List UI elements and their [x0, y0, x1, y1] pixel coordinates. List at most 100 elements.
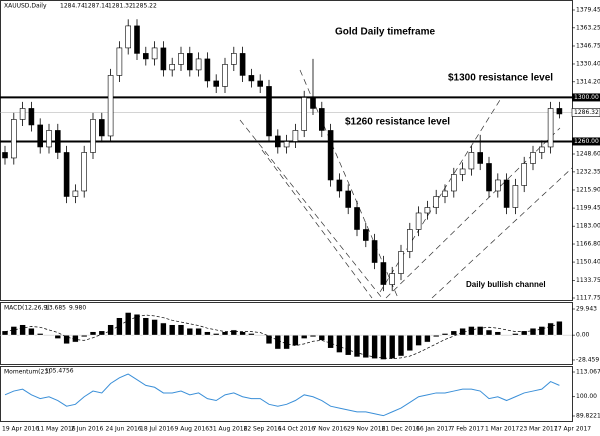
candle-body: [54, 130, 61, 153]
candle-body: [125, 25, 131, 49]
momentum-title: Momentum(23): [4, 369, 51, 376]
x-tick-label: 19 Apr 2016: [2, 426, 39, 433]
x-tick-label: 22 Sep 2016: [244, 426, 282, 433]
x-tick-label: 31 Aug 2016: [209, 426, 248, 433]
macd-bar: [230, 329, 238, 336]
y-tick-label: 29.943: [576, 306, 597, 313]
y-tick-label: -28.459: [576, 357, 599, 364]
candle-body: [327, 130, 334, 181]
macd-bar: [529, 327, 537, 336]
candle-body: [231, 53, 237, 65]
candle-body: [530, 152, 536, 164]
annotation: Gold Daily timeframe: [335, 27, 435, 38]
candle-body: [204, 58, 211, 82]
candle-body: [143, 53, 149, 60]
candle-body: [151, 47, 158, 60]
macd-bar: [371, 334, 378, 360]
y-tick-label: 1314.20: [576, 78, 600, 85]
macd-bar: [556, 320, 563, 336]
macd-bar: [494, 331, 502, 336]
header-value: 1285.22: [132, 3, 157, 10]
macd-bar: [186, 327, 194, 336]
candle-body: [450, 174, 457, 192]
candle-body: [371, 240, 378, 263]
candle-body: [2, 152, 8, 159]
macd-bar: [142, 317, 150, 336]
macd-bar: [63, 334, 70, 345]
macd-bar: [98, 330, 106, 336]
candle-body: [72, 190, 79, 197]
x-tick-label: 7 Nov 2016: [313, 426, 348, 433]
x-tick-label: 17 Apr 2017: [554, 426, 591, 433]
candle-body: [169, 64, 175, 71]
candle-body: [222, 64, 228, 87]
macd-bar: [292, 334, 299, 346]
price-label: 1286.32: [574, 109, 599, 116]
main-panel: [0, 0, 573, 301]
macd-bar: [485, 329, 493, 336]
y-tick-label: 1363.25: [576, 24, 600, 31]
candle-body: [292, 130, 299, 142]
candle-body: [11, 119, 17, 159]
candle-body: [477, 152, 484, 164]
y-tick-label: 0.00: [576, 332, 590, 339]
candle-body: [336, 179, 343, 192]
annotation: $1260 resistance level: [345, 117, 450, 128]
macd-bar: [221, 331, 229, 336]
candle-body: [239, 53, 246, 76]
macd-bar: [388, 334, 396, 360]
x-tick-label: 18 Jul 2016: [140, 426, 174, 433]
macd-bar: [283, 334, 290, 350]
macd-bar: [89, 331, 97, 336]
header-value: 1281.32: [108, 3, 133, 10]
candle-body: [345, 190, 352, 208]
macd-bar: [468, 326, 475, 336]
macd-bar: [204, 331, 211, 336]
y-tick-label: 1232.35: [576, 168, 600, 175]
macd-bar: [318, 334, 326, 341]
candle-body: [494, 179, 501, 192]
macd-bar: [151, 319, 158, 336]
macd-bar: [36, 333, 44, 336]
momentum-panel: [0, 366, 573, 422]
main-title: XAUUSD,Daily: [4, 3, 47, 10]
candle-body: [90, 119, 96, 153]
candle-body: [556, 108, 563, 115]
macd-bar: [415, 334, 422, 346]
candle-body: [107, 75, 114, 137]
y-tick-label: 1183.00: [576, 223, 600, 230]
macd-bar: [1, 330, 9, 336]
y-tick-label: 1166.80: [576, 241, 600, 248]
candle-body: [362, 229, 369, 241]
candle-body: [160, 47, 167, 71]
macd-bar: [107, 324, 114, 336]
x-tick-label: 29 Nov 2016: [347, 426, 386, 433]
x-tick-label: 16 Jan 2017: [416, 426, 452, 433]
macd-bar: [300, 334, 308, 339]
candle-body: [468, 152, 475, 170]
macd-bar: [327, 334, 334, 349]
y-tick-label: 100.00: [576, 393, 597, 400]
macd-panel: [0, 302, 573, 365]
macd-bar: [336, 334, 343, 353]
candle-body: [99, 119, 105, 137]
macd-bar: [512, 333, 519, 336]
candle-body: [257, 80, 264, 87]
x-tick-label: 24 Jun 2016: [106, 426, 142, 433]
macd-bar: [309, 334, 317, 338]
annotation: Daily bullish channel: [466, 280, 546, 289]
macd-bar: [344, 334, 352, 356]
price-label: 1300.00: [574, 94, 599, 101]
y-tick-label: 1117.75: [576, 295, 600, 302]
candle-body: [406, 229, 413, 252]
price-box: [572, 137, 600, 146]
momentum-line: [4, 373, 560, 417]
candle-body: [37, 124, 44, 148]
candle-body: [178, 53, 184, 65]
macd-signal: [4, 314, 560, 360]
candle-body: [512, 185, 519, 208]
channel-lines: [239, 69, 573, 299]
candle-body: [213, 80, 219, 87]
candle-body: [318, 108, 325, 131]
